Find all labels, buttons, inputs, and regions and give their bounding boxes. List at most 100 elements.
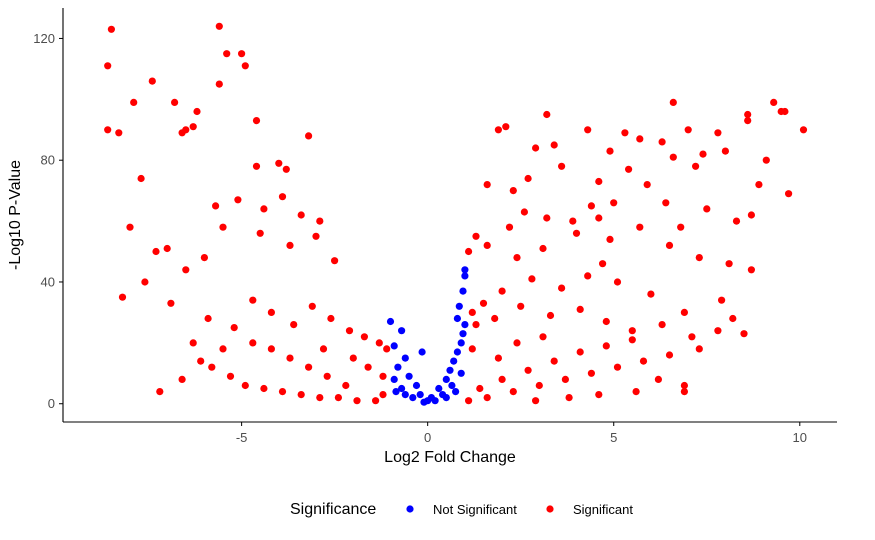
point-significant	[252, 162, 261, 170]
point-significant	[799, 126, 808, 134]
point-not-significant	[416, 391, 424, 399]
point-significant	[639, 357, 648, 365]
point-significant	[714, 129, 722, 137]
y-tick-label: 80	[41, 153, 55, 168]
point-significant	[226, 372, 235, 380]
point-significant	[565, 394, 573, 402]
point-significant	[331, 257, 339, 265]
point-significant	[599, 260, 607, 268]
point-significant	[104, 126, 112, 134]
point-significant	[532, 144, 540, 152]
point-significant	[606, 235, 614, 243]
point-significant	[107, 25, 115, 33]
point-significant	[520, 208, 529, 216]
point-significant	[584, 126, 592, 134]
point-significant	[200, 254, 208, 262]
point-significant	[535, 381, 543, 390]
point-significant	[353, 397, 361, 405]
point-significant	[625, 165, 633, 173]
x-ticks: -5 0 5 10	[236, 422, 807, 445]
point-significant	[524, 366, 532, 374]
point-significant	[695, 254, 703, 262]
point-significant	[360, 333, 368, 341]
point-significant	[732, 217, 741, 225]
point-not-significant	[450, 357, 458, 365]
point-significant	[219, 223, 227, 231]
point-significant	[375, 339, 383, 347]
point-significant	[543, 214, 551, 222]
point-not-significant	[453, 314, 461, 323]
point-not-significant	[401, 391, 409, 399]
point-significant	[647, 290, 655, 298]
y-ticks: 0 40 80 120	[33, 31, 63, 411]
x-tick-label: 10	[793, 430, 807, 445]
point-significant	[628, 327, 636, 335]
point-significant	[241, 62, 249, 70]
point-significant	[692, 162, 700, 170]
point-significant	[688, 333, 696, 341]
point-significant	[546, 311, 555, 320]
point-significant	[744, 110, 752, 119]
point-significant	[498, 375, 506, 383]
point-not-significant	[390, 375, 398, 383]
point-significant	[249, 296, 257, 304]
point-not-significant	[394, 363, 402, 371]
point-significant	[256, 229, 264, 237]
point-significant	[234, 196, 242, 204]
point-significant	[550, 141, 558, 149]
point-significant	[297, 391, 305, 399]
point-significant	[729, 314, 737, 323]
point-significant	[744, 117, 752, 125]
point-not-significant	[442, 375, 450, 383]
point-significant	[178, 375, 186, 383]
point-significant	[316, 217, 324, 225]
point-significant	[379, 391, 387, 399]
point-significant	[636, 135, 644, 143]
point-not-significant	[461, 321, 469, 329]
point-significant	[677, 223, 685, 231]
point-significant	[241, 381, 249, 390]
point-not-significant	[446, 366, 454, 374]
point-not-significant	[386, 317, 395, 326]
point-not-significant	[401, 354, 409, 362]
point-significant	[223, 50, 231, 58]
point-significant	[550, 357, 558, 365]
point-significant	[509, 187, 517, 195]
legend: Significance Not Significant Significant	[290, 501, 633, 518]
point-not-significant	[405, 372, 413, 380]
y-tick-label: 0	[48, 396, 55, 411]
point-significant	[740, 330, 748, 338]
point-significant	[342, 381, 350, 390]
point-significant	[721, 147, 730, 155]
point-significant	[215, 80, 223, 88]
legend-title: Significance	[290, 501, 376, 518]
point-significant	[680, 381, 689, 390]
point-not-significant	[459, 330, 467, 338]
point-significant	[643, 181, 651, 189]
point-significant	[718, 296, 726, 304]
point-significant	[725, 260, 733, 268]
point-significant	[528, 275, 536, 283]
point-significant	[286, 241, 294, 249]
point-significant	[297, 211, 305, 219]
point-significant	[230, 324, 238, 332]
point-significant	[152, 247, 160, 256]
point-significant	[312, 232, 320, 240]
point-significant	[662, 199, 670, 207]
point-significant	[137, 174, 145, 183]
point-significant	[219, 345, 227, 353]
point-not-significant	[461, 272, 469, 280]
point-significant	[383, 345, 391, 353]
point-significant	[703, 205, 711, 213]
legend-key-not-significant	[406, 505, 414, 513]
point-significant	[167, 299, 175, 307]
point-significant	[665, 241, 674, 249]
point-significant	[785, 190, 793, 198]
point-significant	[561, 375, 570, 383]
point-not-significant	[452, 388, 460, 396]
point-significant	[569, 217, 577, 225]
point-significant	[260, 384, 268, 393]
point-significant	[498, 287, 506, 295]
point-significant	[364, 363, 372, 371]
point-significant	[602, 342, 610, 350]
